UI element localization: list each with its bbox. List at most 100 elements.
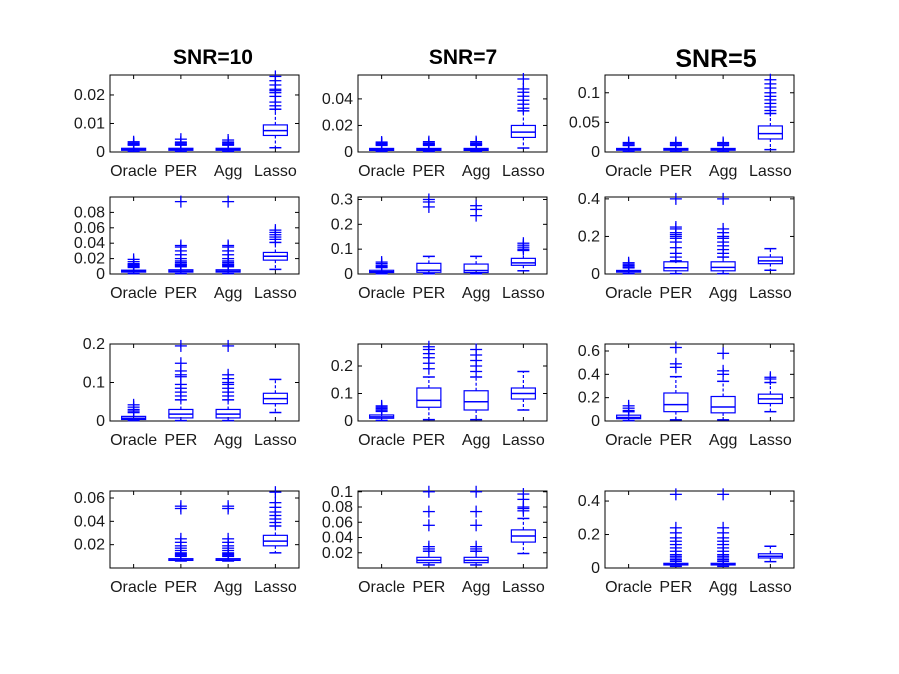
x-tick-label-lasso: Lasso bbox=[254, 285, 297, 302]
outlier-marker bbox=[669, 136, 682, 149]
box-oracle bbox=[616, 136, 642, 153]
x-tick-label-oracle: Oracle bbox=[110, 432, 157, 449]
x-tick-label-per: PER bbox=[412, 579, 445, 596]
outlier-marker bbox=[517, 488, 530, 501]
x-tick-label-per: PER bbox=[659, 163, 692, 180]
axis-frame bbox=[357, 343, 548, 422]
x-tick-label-agg: Agg bbox=[709, 432, 737, 449]
outlier-marker bbox=[422, 519, 435, 532]
x-tick-label-lasso: Lasso bbox=[254, 579, 297, 596]
y-tick-label: 0.04 bbox=[74, 235, 105, 252]
outlier-marker bbox=[422, 340, 435, 353]
outlier-marker bbox=[669, 341, 682, 354]
panel-r0-c2: 0 0.05 0.1 Oracle PER Agg Lasso bbox=[569, 73, 795, 180]
x-tick-label-agg: Agg bbox=[214, 579, 242, 596]
y-tick-label: 0.2 bbox=[331, 358, 353, 375]
iqr-box bbox=[710, 261, 736, 272]
outlier-marker bbox=[669, 488, 682, 501]
outlier-marker bbox=[127, 135, 140, 148]
x-tick-label-oracle: Oracle bbox=[605, 432, 652, 449]
y-tick-label: 0 bbox=[96, 266, 105, 283]
y-tick-label: 0.08 bbox=[322, 499, 353, 516]
box-lasso bbox=[757, 247, 783, 271]
panel-r0-c0: 0 0.01 0.02 Oracle PER Agg Lasso bbox=[74, 70, 300, 180]
outlier-marker bbox=[375, 136, 388, 149]
y-tick-label: 0.3 bbox=[331, 191, 353, 208]
outlier-marker bbox=[517, 237, 530, 250]
x-tick-label-agg: Agg bbox=[214, 163, 242, 180]
outlier-marker bbox=[174, 357, 187, 370]
outlier-marker bbox=[174, 195, 187, 208]
box-per bbox=[663, 136, 689, 153]
x-tick-label-lasso: Lasso bbox=[502, 285, 545, 302]
iqr-box bbox=[757, 125, 783, 140]
x-tick-label-lasso: Lasso bbox=[749, 579, 792, 596]
outlier-marker bbox=[222, 195, 235, 208]
y-tick-label: 0.06 bbox=[74, 220, 105, 237]
x-tick-label-oracle: Oracle bbox=[358, 432, 405, 449]
x-tick-label-agg: Agg bbox=[214, 432, 242, 449]
box-lasso bbox=[757, 371, 783, 413]
axis-frame bbox=[604, 490, 795, 569]
outlier-marker bbox=[717, 192, 730, 205]
axis-frame bbox=[357, 74, 548, 153]
outlier-marker bbox=[269, 70, 282, 83]
x-tick-label-lasso: Lasso bbox=[502, 579, 545, 596]
x-tick-label-agg: Agg bbox=[709, 579, 737, 596]
outlier-marker bbox=[174, 500, 187, 513]
axis-frame bbox=[604, 343, 795, 422]
outlier-marker bbox=[470, 485, 483, 498]
outlier-marker bbox=[470, 343, 483, 356]
outlier-marker bbox=[669, 521, 682, 534]
column-title-snr-10: SNR=10 bbox=[173, 46, 253, 69]
outlier-marker bbox=[669, 357, 682, 370]
outlier-marker bbox=[269, 224, 282, 237]
column-titles: SNR=10 SNR=7 SNR=5 bbox=[173, 45, 757, 73]
outlier-marker bbox=[470, 519, 483, 532]
x-tick-label-oracle: Oracle bbox=[358, 579, 405, 596]
y-tick-label: 0.06 bbox=[322, 514, 353, 531]
box-per bbox=[663, 341, 689, 421]
box-per bbox=[416, 485, 442, 566]
x-tick-label-oracle: Oracle bbox=[358, 285, 405, 302]
x-tick-label-per: PER bbox=[164, 163, 197, 180]
outlier-marker bbox=[222, 134, 235, 147]
outlier-marker bbox=[422, 485, 435, 498]
box-oracle bbox=[121, 398, 147, 422]
axis-frame bbox=[604, 196, 795, 275]
panel-grid: 0 0.01 0.02 Oracle PER Agg Lasso 00.020.04Oracl… bbox=[74, 70, 795, 596]
panel-r3-c2: 0 0.2 0.4 Oracle PER Agg Lasso bbox=[578, 488, 795, 596]
box-oracle bbox=[121, 135, 147, 153]
y-tick-label: 0.2 bbox=[83, 336, 105, 353]
panel-r0-c1: 0 0.02 0.04 Oracle PER Agg Lasso bbox=[322, 72, 548, 180]
box-lasso bbox=[510, 72, 536, 149]
y-tick-label: 0.4 bbox=[578, 366, 600, 383]
axis-frame bbox=[604, 74, 795, 153]
outlier-marker bbox=[669, 192, 682, 205]
y-tick-label: 0.4 bbox=[578, 493, 600, 510]
x-tick-label-agg: Agg bbox=[462, 285, 490, 302]
box-lasso bbox=[510, 488, 536, 555]
x-tick-label-oracle: Oracle bbox=[110, 163, 157, 180]
x-tick-label-per: PER bbox=[412, 432, 445, 449]
y-tick-label: 0.01 bbox=[74, 115, 105, 132]
x-tick-label-agg: Agg bbox=[462, 579, 490, 596]
y-tick-label: 0.04 bbox=[322, 530, 353, 547]
column-title-snr-5: SNR=5 bbox=[675, 45, 756, 73]
panel-r1-c1: 0 0.1 0.2 0.3 Oracle PER Agg Lasso bbox=[331, 191, 548, 302]
box-agg bbox=[463, 135, 489, 153]
box-agg bbox=[710, 192, 736, 275]
outlier-marker bbox=[470, 540, 483, 553]
box-oracle bbox=[616, 256, 642, 275]
y-tick-label: 0.02 bbox=[322, 117, 353, 134]
y-tick-label: 0.2 bbox=[578, 390, 600, 407]
y-tick-label: 0.1 bbox=[331, 241, 353, 258]
box-per bbox=[168, 133, 194, 153]
box-agg bbox=[215, 134, 241, 153]
x-tick-label-agg: Agg bbox=[709, 163, 737, 180]
outlier-marker bbox=[717, 488, 730, 501]
box-agg bbox=[710, 488, 736, 568]
panel-r1-c0: 00.020.040.060.08 Oracle PER Agg Lasso bbox=[74, 195, 300, 302]
box-oracle bbox=[369, 256, 395, 275]
